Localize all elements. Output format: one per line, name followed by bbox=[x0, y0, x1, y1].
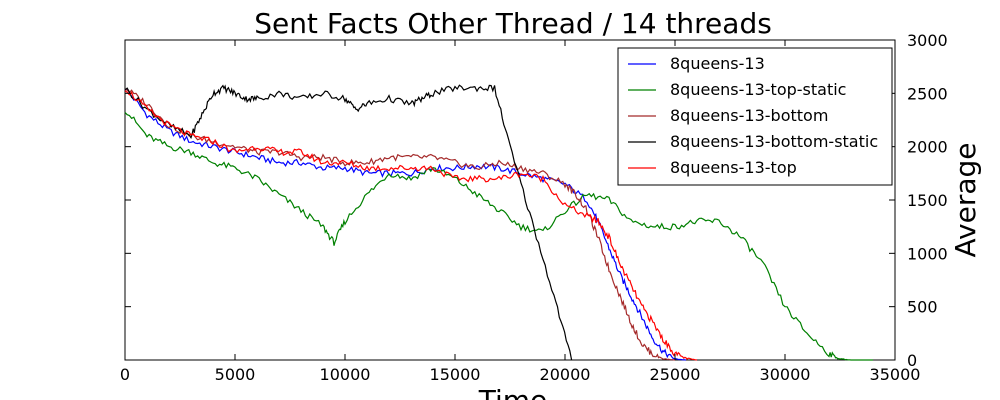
x-tick-label: 0 bbox=[120, 365, 130, 384]
series-line-3 bbox=[124, 84, 573, 361]
tick-layer: 0 5000 10000 15000 20000 25000 30000 3500005001… bbox=[120, 31, 948, 384]
series-line-4 bbox=[124, 90, 698, 361]
y-tick-label: 2000 bbox=[907, 138, 948, 157]
y-tick-label: 1500 bbox=[907, 191, 948, 210]
y-tick-label: 3000 bbox=[907, 31, 948, 50]
x-tick-label: 10000 bbox=[320, 365, 371, 384]
x-tick-label: 15000 bbox=[430, 365, 481, 384]
legend-label: 8queens-13-top bbox=[670, 158, 797, 177]
chart-title: Sent Facts Other Thread / 14 threads bbox=[254, 7, 772, 40]
y-tick-label: 2500 bbox=[907, 84, 948, 103]
legend-label: 8queens-13-bottom bbox=[670, 106, 828, 125]
series-line-0 bbox=[124, 88, 687, 361]
y-axis-label: Average bbox=[949, 143, 982, 258]
legend-label: 8queens-13-top-static bbox=[670, 80, 846, 99]
series-line-1 bbox=[124, 111, 873, 361]
x-tick-label: 35000 bbox=[870, 365, 921, 384]
y-tick-label: 1000 bbox=[907, 244, 948, 263]
x-tick-label: 5000 bbox=[215, 365, 256, 384]
x-tick-label: 25000 bbox=[650, 365, 701, 384]
legend-label: 8queens-13 bbox=[670, 54, 765, 73]
x-tick-label: 20000 bbox=[540, 365, 591, 384]
series-layer bbox=[124, 84, 873, 361]
legend: 8queens-13 8queens-13-top-static 8queens-1… bbox=[617, 47, 893, 186]
x-axis-label: Time bbox=[478, 384, 548, 400]
legend-label: 8queens-13-bottom-static bbox=[670, 132, 878, 151]
x-tick-label: 30000 bbox=[760, 365, 811, 384]
legend-box bbox=[617, 47, 893, 186]
y-tick-label: 500 bbox=[907, 298, 938, 317]
series-line-2 bbox=[124, 88, 676, 361]
y-tick-label: 0 bbox=[907, 351, 917, 370]
